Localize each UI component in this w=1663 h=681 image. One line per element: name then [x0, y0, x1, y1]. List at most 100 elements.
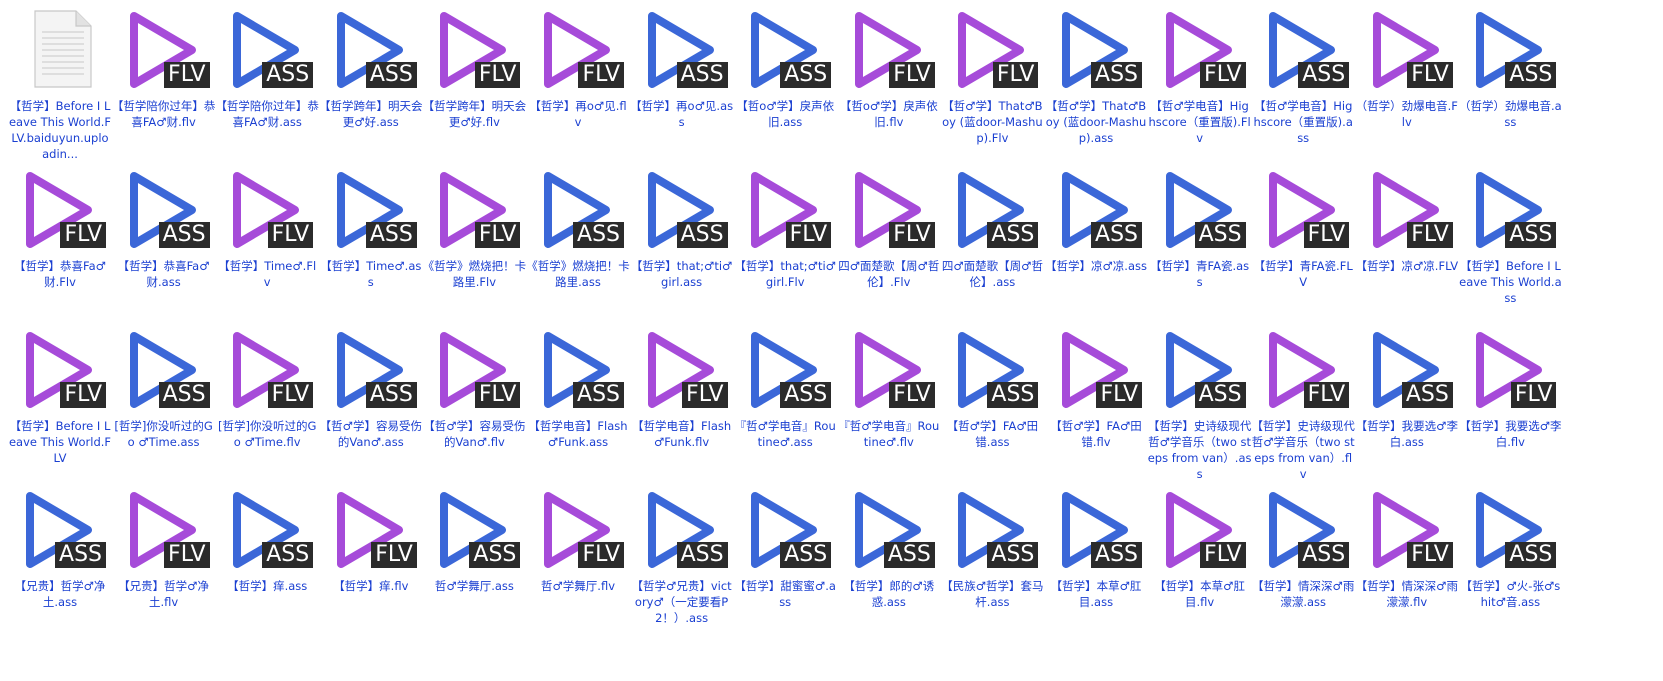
file-item[interactable]: FLV 【哲学】本草♂肛目.flv [1148, 484, 1252, 610]
file-item[interactable]: FLV 哲♂学舞厅.flv [526, 484, 630, 594]
file-item[interactable]: FLV [哲学]你没听过的Go ♂Time.flv [215, 324, 319, 450]
ass-subtitle-file-icon: ASS [422, 484, 526, 576]
file-item[interactable]: FLV 【兄贵】哲学♂净土.flv [112, 484, 216, 610]
file-type-badge: FLV [1407, 542, 1453, 568]
file-name-label: 【哲♂学】FA♂田错.flv [1050, 419, 1142, 449]
ass-subtitle-file-icon: ASS [837, 484, 941, 576]
file-name-label: 【哲学】本草♂肛目.flv [1154, 579, 1245, 609]
file-name-label: 【哲学】Time♂.ass [320, 259, 422, 289]
file-item[interactable]: ASS 【哲学】Time♂.ass [319, 164, 423, 290]
file-item[interactable]: FLV 四♂面楚歌【周♂哲伦】.Flv [837, 164, 941, 290]
file-item[interactable]: ASS 哲♂学舞厅.ass [422, 484, 526, 594]
file-item[interactable]: ASS 【哲学】史诗级现代哲♂学音乐（two steps from van）.as… [1148, 324, 1252, 482]
file-item[interactable]: ASS 【哲♂学】That♂Boy (蓝door-Mashup).ass [1044, 4, 1148, 146]
file-item[interactable]: FLV （哲学）劲爆电音.Flv [1355, 4, 1459, 130]
file-item[interactable]: FLV 《哲学》燃烧把！卡路里.Flv [422, 164, 526, 290]
file-name-label: 《哲学》燃烧把！卡路里.ass [526, 259, 630, 289]
file-item[interactable]: ASS 【哲学】情深深♂雨濛濛.ass [1251, 484, 1355, 610]
file-name-label: 【哲学】Before I Leave This World.ass [1459, 259, 1562, 305]
file-item[interactable]: ASS 《哲学》燃烧把！卡路里.ass [526, 164, 630, 290]
file-name-label: 『哲♂学电音』Routine♂.flv [838, 419, 940, 449]
file-name-label: 【哲学】青FA瓷.ass [1150, 259, 1250, 289]
ass-subtitle-file-icon: ASS [112, 164, 216, 256]
file-item[interactable]: ASS 四♂面楚歌【周♂哲伦】.ass [940, 164, 1044, 290]
file-item[interactable]: FLV 【哲♂学电音】Highscore（重置版).Flv [1148, 4, 1252, 146]
file-item[interactable]: 【哲学】Before I Leave This World.FLV.baiduy… [8, 4, 112, 162]
file-item[interactable]: ASS 【哲学】痒.ass [215, 484, 319, 594]
ass-subtitle-file-icon: ASS [215, 4, 319, 96]
file-type-badge: ASS [1091, 62, 1142, 88]
file-item[interactable]: FLV 【哲学】史诗级现代哲♂学音乐（two steps from van）.fl… [1251, 324, 1355, 482]
file-item[interactable]: ASS 【哲学】郎的♂诱惑.ass [837, 484, 941, 610]
file-item[interactable]: ASS 【哲学】♂火-张♂shit♂音.ass [1458, 484, 1562, 610]
file-item[interactable]: ASS 【哲学】恭喜Fa♂财.ass [112, 164, 216, 290]
file-item[interactable]: ASS 【哲学】我要选♂李白.ass [1355, 324, 1459, 450]
flv-video-file-icon: FLV [526, 4, 630, 96]
file-item[interactable]: FLV 『哲♂学电音』Routine♂.flv [837, 324, 941, 450]
file-item[interactable]: ASS [哲学]你没听过的Go ♂Time.ass [112, 324, 216, 450]
file-type-badge: ASS [780, 382, 832, 408]
file-type-badge: ASS [573, 222, 624, 248]
file-item[interactable]: FLV 【哲o♂学】戾声依旧.flv [837, 4, 941, 130]
file-item[interactable]: ASS 【哲♂学电音】Highscore（重置版).ass [1251, 4, 1355, 146]
file-item[interactable]: FLV 【哲学】Time♂.Flv [215, 164, 319, 290]
file-item[interactable]: FLV 【哲学】再o♂见.flv [526, 4, 630, 130]
file-item[interactable]: FLV 【哲学】青FA瓷.FLV [1251, 164, 1355, 290]
file-item[interactable]: FLV 【哲♂学】容易受伤的Van♂.flv [422, 324, 526, 450]
flv-video-file-icon: FLV [112, 4, 216, 96]
file-type-badge: ASS [262, 542, 314, 568]
file-item[interactable]: ASS 【哲学】青FA瓷.ass [1148, 164, 1252, 290]
file-type-badge: FLV [60, 382, 106, 408]
file-item[interactable]: ASS 【哲学】甜蜜蜜♂.ass [733, 484, 837, 610]
file-type-badge: FLV [578, 542, 624, 568]
file-item[interactable]: ASS 【哲o♂学】戾声依旧.ass [733, 4, 837, 130]
play-triangle-icon [1165, 492, 1232, 568]
file-item[interactable]: ASS 【哲学】Before I Leave This World.ass [1458, 164, 1562, 306]
ass-subtitle-file-icon: ASS [1044, 164, 1148, 256]
file-item[interactable]: FLV 【哲♂学】FA♂田错.flv [1044, 324, 1148, 450]
file-item[interactable]: FLV 【哲学】凉♂凉.FLV [1355, 164, 1459, 274]
ass-subtitle-file-icon: ASS [319, 164, 423, 256]
file-type-badge: ASS [158, 222, 210, 248]
flv-video-file-icon: FLV [319, 484, 423, 576]
file-item[interactable]: FLV 【哲学电音】Flash♂Funk.flv [630, 324, 734, 450]
file-item[interactable]: ASS 【哲学陪你过年】恭喜FA♂财.ass [215, 4, 319, 130]
flv-video-file-icon: FLV [1355, 164, 1459, 256]
file-item[interactable]: ASS 【哲学】再o♂见.ass [630, 4, 734, 130]
file-type-badge: FLV [474, 222, 521, 248]
file-item[interactable]: FLV 【哲学】情深深♂雨濛濛.flv [1355, 484, 1459, 610]
file-item[interactable]: ASS 【哲学跨年】明天会更♂好.ass [319, 4, 423, 130]
file-item[interactable]: FLV 【哲学跨年】明天会更♂好.flv [422, 4, 526, 130]
file-item[interactable]: FLV 【哲学】that;♂ti♂girl.Flv [733, 164, 837, 290]
file-item[interactable]: ASS 【民族♂哲学】套马杆.ass [940, 484, 1044, 610]
file-item[interactable]: ASS 【兄贵】哲学♂净土.ass [8, 484, 112, 610]
file-item[interactable]: ASS （哲学）劲爆电音.ass [1458, 4, 1562, 130]
file-item[interactable]: FLV 【哲学】我要选♂李白.flv [1458, 324, 1562, 450]
file-type-badge: ASS [780, 62, 832, 88]
file-item[interactable]: FLV 【哲♂学】That♂Boy (蓝door-Mashup).Flv [940, 4, 1044, 146]
file-item[interactable]: ASS 【哲学】本草♂肛目.ass [1044, 484, 1148, 610]
file-name-label: 【哲学】甜蜜蜜♂.ass [734, 579, 836, 609]
file-item[interactable]: FLV 【哲学陪你过年】恭喜FA♂财.flv [112, 4, 216, 130]
file-name-label: 【哲学】that;♂ti♂girl.Flv [734, 259, 836, 289]
play-triangle-icon [26, 332, 92, 408]
file-item[interactable]: FLV 【哲学】Before I Leave This World.FLV [8, 324, 112, 466]
file-type-badge: ASS [883, 542, 935, 568]
file-type-badge: FLV [474, 62, 521, 88]
file-item[interactable]: ASS 【哲♂学】FA♂田错.ass [940, 324, 1044, 450]
file-item[interactable]: ASS 【哲学电音】Flash♂Funk.ass [526, 324, 630, 450]
file-name-label: 【哲学】我要选♂李白.flv [1459, 419, 1562, 449]
file-item[interactable]: ASS 【哲♂学】容易受伤的Van♂.ass [319, 324, 423, 450]
file-item[interactable]: ASS 【哲学】凉♂凉.ass [1044, 164, 1148, 274]
file-item[interactable]: FLV 【哲学】恭喜Fa♂财.Flv [8, 164, 112, 290]
file-item[interactable]: FLV 【哲学】痒.flv [319, 484, 423, 594]
file-item[interactable]: ASS 『哲♂学电音』Routine♂.ass [733, 324, 837, 450]
flv-video-file-icon: FLV [630, 324, 734, 416]
file-item[interactable]: ASS 【哲学♂兄贵】victory♂（一定要看P2！）.ass [630, 484, 734, 626]
file-name-label: 【兄贵】哲学♂净土.ass [14, 579, 106, 609]
play-triangle-icon [1372, 492, 1439, 568]
file-item[interactable]: ASS 【哲学】that;♂ti♂girl.ass [630, 164, 734, 290]
file-name-label: 四♂面楚歌【周♂哲伦】.Flv [838, 259, 940, 289]
file-type-badge: ASS [1505, 62, 1557, 88]
file-name-label: 【哲学】恭喜Fa♂财.Flv [14, 259, 106, 289]
